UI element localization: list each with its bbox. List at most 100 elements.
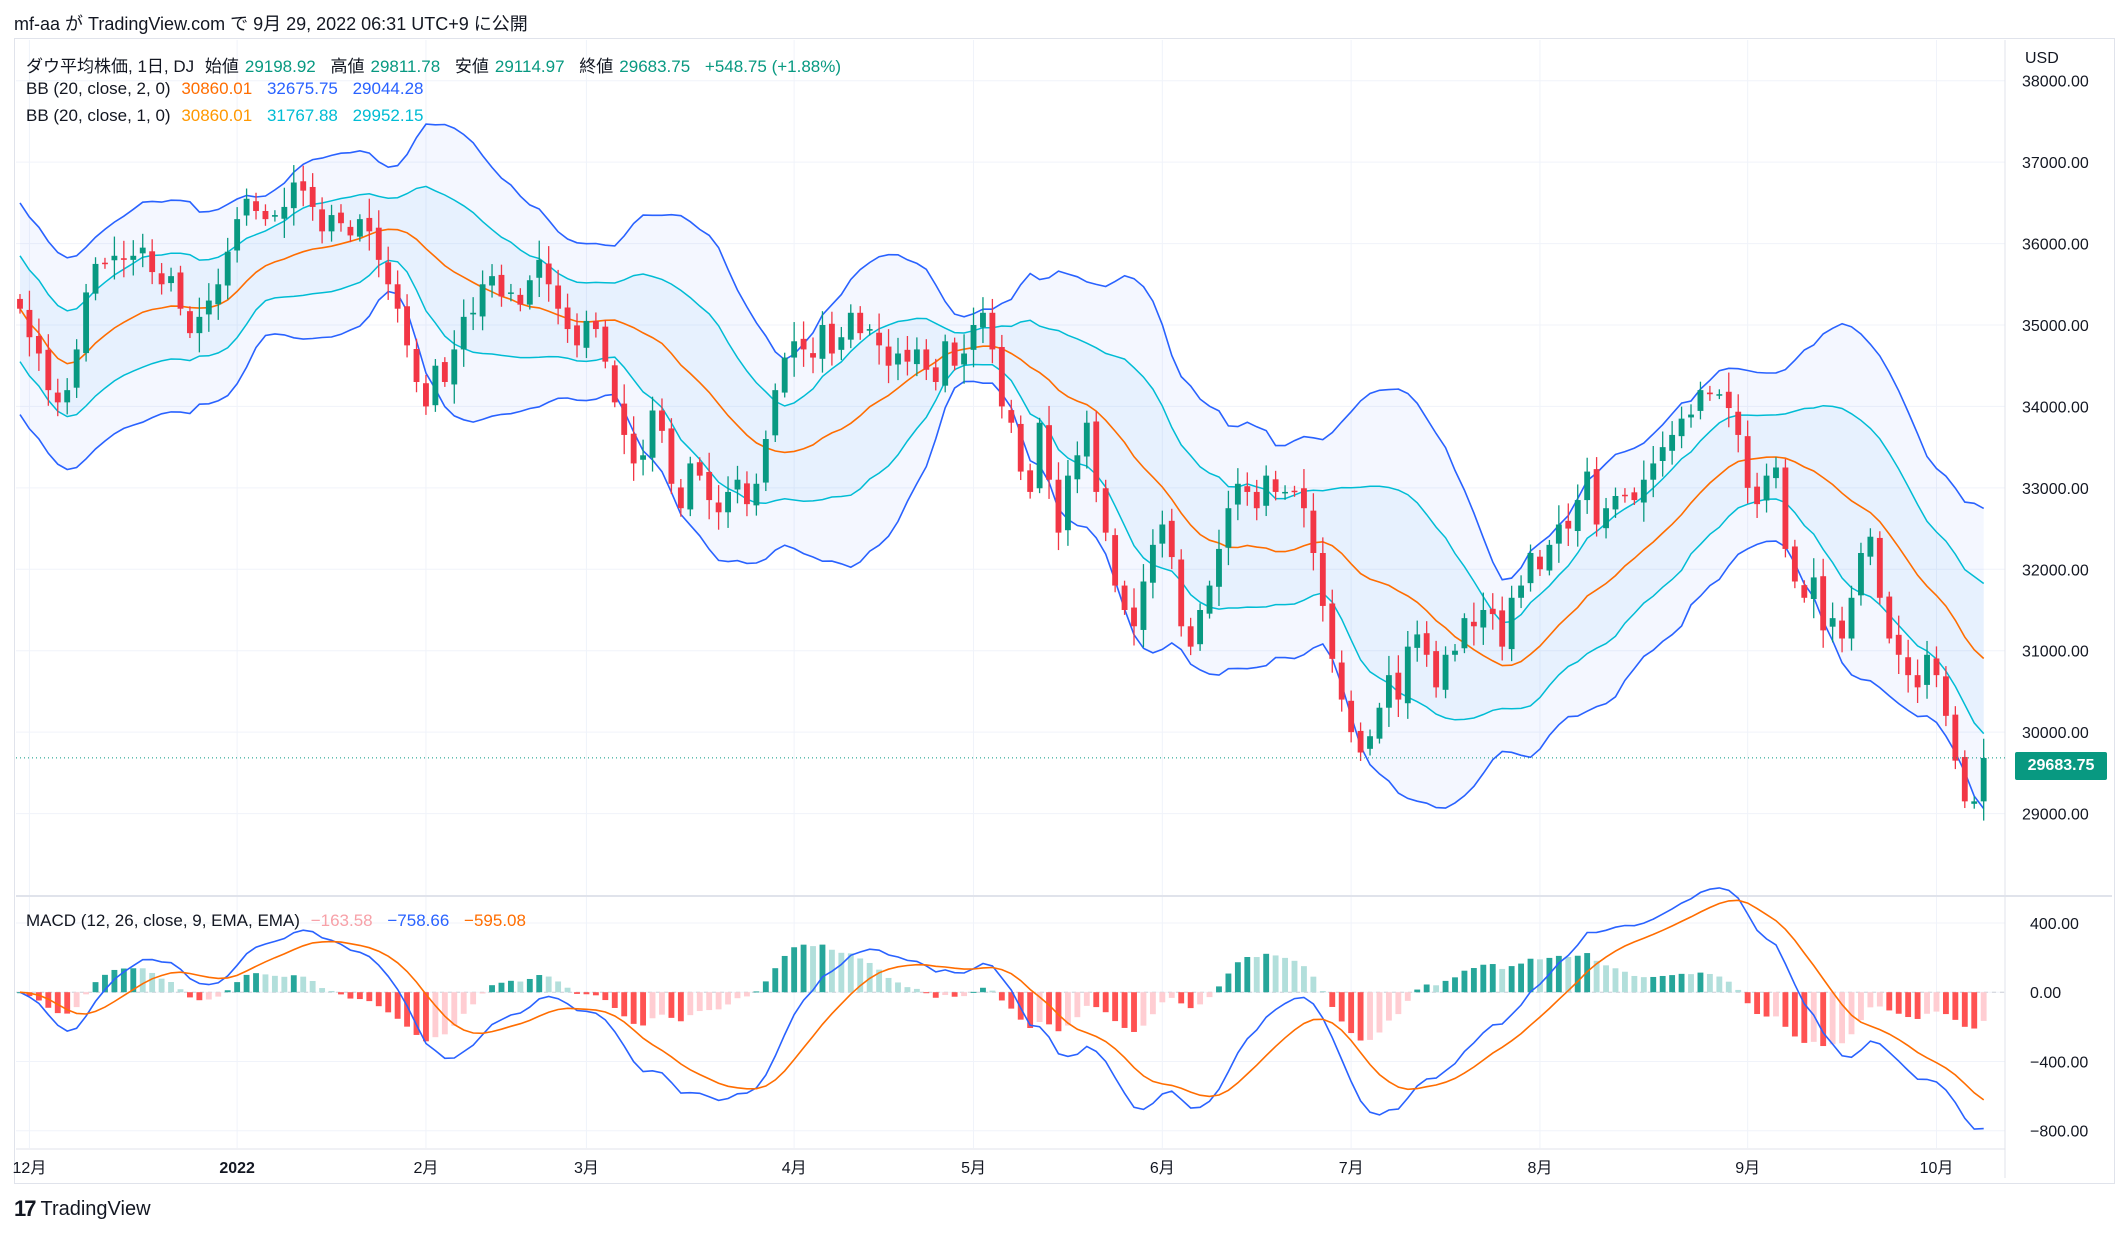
- candle-body: [1650, 463, 1657, 480]
- macd-histogram-bar: [1499, 968, 1506, 993]
- macd-histogram-bar: [1074, 992, 1081, 1018]
- macd-histogram-bar: [611, 992, 618, 1008]
- candle-body: [1716, 394, 1723, 396]
- candle-body: [725, 491, 731, 513]
- macd-histogram-bar: [1131, 992, 1137, 1032]
- currency-label: USD: [2025, 50, 2059, 67]
- candle-body: [328, 215, 335, 232]
- tradingview-brand[interactable]: 17 TradingView: [14, 1196, 151, 1222]
- macd-histogram-bar: [139, 968, 146, 993]
- candle-body: [895, 353, 901, 365]
- macd-histogram-bar: [73, 992, 80, 1008]
- macd-histogram-bar: [1216, 986, 1222, 993]
- candle-body: [149, 251, 156, 273]
- low-label: 安値: [454, 57, 489, 76]
- candle-body: [489, 276, 495, 286]
- macd-histogram-bar: [35, 992, 42, 1001]
- macd-histogram-bar: [338, 992, 344, 995]
- candle-body: [1244, 486, 1251, 492]
- macd-histogram-bar: [1348, 992, 1355, 1034]
- candle-body: [1140, 581, 1147, 630]
- candle-body: [243, 198, 250, 216]
- candle-body: [1612, 496, 1619, 510]
- candle-body: [536, 259, 543, 278]
- macd-histogram-bar: [1282, 957, 1288, 993]
- macd-histogram-bar: [1905, 992, 1912, 1018]
- macd-histogram-bar: [1357, 992, 1364, 1041]
- candle-body: [932, 367, 939, 382]
- macd-histogram-bar: [942, 992, 949, 996]
- candle-body: [1801, 585, 1808, 598]
- macd-histogram-bar: [1508, 966, 1515, 993]
- macd-histogram-bar: [1678, 973, 1685, 993]
- price-axis-label: 30000.00: [2022, 725, 2089, 742]
- macd-histogram-bar: [1017, 992, 1024, 1020]
- macd-histogram-bar: [1810, 992, 1817, 1042]
- macd-hist-value: −163.58: [310, 911, 373, 930]
- candle-body: [970, 325, 977, 350]
- low-value: 29114.97: [494, 57, 565, 76]
- macd-histogram-bar: [451, 992, 458, 1026]
- candle-body: [564, 307, 571, 330]
- candle-body: [1027, 470, 1034, 492]
- macd-histogram-bar: [1433, 985, 1440, 993]
- candle-body: [92, 263, 99, 294]
- candle-body: [83, 292, 90, 354]
- candle-body: [319, 209, 326, 232]
- candle-body: [904, 349, 911, 362]
- candle-body: [1149, 544, 1156, 583]
- candle-body: [139, 247, 146, 254]
- candle-body: [687, 463, 694, 510]
- macd-histogram-bar: [1744, 992, 1751, 1004]
- price-axis-label: 34000.00: [2022, 399, 2089, 416]
- candle-body: [102, 262, 108, 265]
- macd-histogram-bar: [923, 992, 930, 994]
- macd-histogram-bar: [1782, 992, 1789, 1027]
- price-axis-label: 32000.00: [2022, 562, 2089, 579]
- candle-body: [1036, 422, 1043, 489]
- bb2-basis: 30860.01: [181, 106, 253, 125]
- candle-body: [980, 312, 986, 328]
- change-value: +548.75 (+1.88%): [704, 57, 842, 76]
- candle-body: [1725, 391, 1732, 409]
- macd-histogram-bar: [762, 981, 769, 993]
- macd-histogram-bar: [1933, 992, 1940, 1012]
- candle-body: [1376, 707, 1383, 739]
- macd-histogram-bar: [1470, 968, 1477, 993]
- candle-body: [1282, 491, 1288, 494]
- candle-body: [1452, 650, 1458, 655]
- macd-histogram-bar: [1404, 992, 1411, 1001]
- bb1-label: BB (20, close, 2, 0): [26, 79, 171, 98]
- bb1-upper-line: [19, 185, 1985, 624]
- macd-histogram-bar: [1518, 963, 1525, 993]
- macd-histogram-bar: [951, 992, 958, 997]
- candle-body: [923, 349, 930, 370]
- macd-histogram-bar: [1725, 981, 1732, 993]
- macd-axis-label: 400.00: [2030, 916, 2079, 933]
- candle-body: [885, 346, 892, 366]
- candle-body: [290, 182, 297, 209]
- candle-body: [347, 226, 354, 236]
- candle-body: [1187, 626, 1194, 647]
- macd-histogram-bar: [1187, 992, 1194, 1009]
- candle-body: [1112, 535, 1119, 586]
- price-axis-label: 36000.00: [2022, 237, 2089, 254]
- macd-histogram-bar: [347, 992, 354, 999]
- macd-histogram-bar: [215, 992, 222, 997]
- bb1-legend: BB (20, close, 2, 0) 30860.01 32675.75 2…: [26, 79, 434, 99]
- candle-body: [1622, 494, 1628, 497]
- candle-body: [1414, 634, 1421, 648]
- last-price-tag: 29683.75: [2015, 752, 2107, 780]
- candle-body: [111, 255, 118, 261]
- candle-body: [300, 181, 307, 191]
- candle-body: [951, 342, 958, 366]
- candle-body: [375, 227, 382, 260]
- bb2-label: BB (20, close, 1, 0): [26, 106, 171, 125]
- tradingview-logo-icon: 17: [14, 1196, 37, 1221]
- candle-body: [1876, 537, 1883, 598]
- macd-histogram-bar: [838, 952, 845, 993]
- candle-body: [1159, 524, 1166, 544]
- candle-body: [432, 365, 439, 406]
- candle-body: [215, 284, 222, 305]
